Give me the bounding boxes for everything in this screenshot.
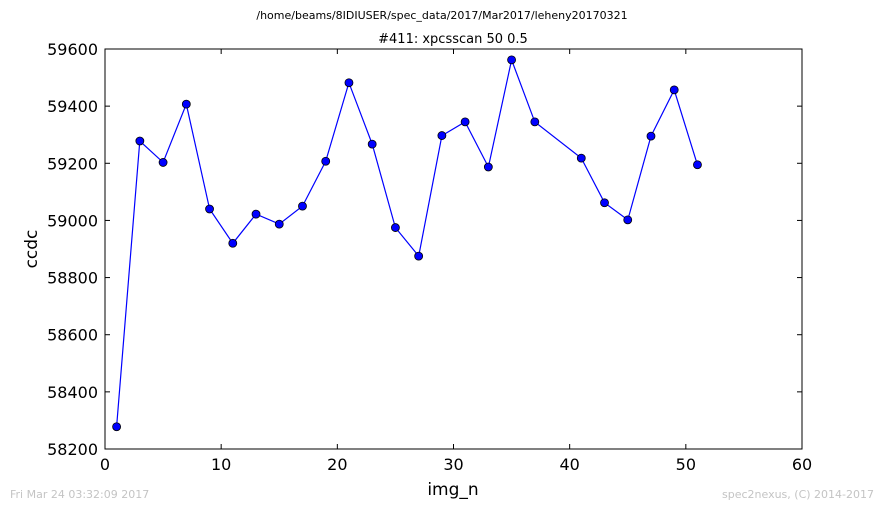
figure-suptitle: /home/beams/8IDIUSER/spec_data/2017/Mar2… — [256, 9, 627, 22]
series-ccdc — [112, 55, 702, 432]
x-tick-label: 30 — [443, 455, 463, 474]
data-point — [669, 85, 679, 95]
plot-title: #411: xpcsscan 50 0.5 — [378, 32, 528, 47]
x-tick-label: 60 — [792, 455, 812, 474]
data-point — [507, 55, 516, 65]
y-tick-label: 58600 — [47, 326, 98, 345]
data-point — [414, 251, 424, 261]
data-point — [483, 162, 493, 172]
data-point — [623, 215, 633, 225]
data-point — [367, 139, 377, 149]
data-point — [530, 117, 540, 127]
y-axis-label: ccdc — [22, 230, 42, 269]
data-point — [274, 219, 284, 229]
data-point — [460, 117, 470, 127]
x-tick-label: 20 — [327, 455, 347, 474]
data-point — [693, 160, 702, 170]
y-tick-label: 59200 — [47, 154, 98, 173]
plot-area — [104, 48, 803, 450]
x-tick-label: 10 — [211, 455, 231, 474]
data-point — [344, 78, 354, 88]
x-tick-label: 50 — [676, 455, 696, 474]
data-point — [298, 201, 307, 211]
x-tick-label: 0 — [100, 455, 110, 474]
y-axis: 58200 58400 58600 58800 59000 59200 59400 59600 — [47, 40, 802, 459]
data-point — [158, 158, 168, 167]
data-point — [251, 209, 261, 219]
data-point — [135, 136, 145, 146]
y-tick-label: 58400 — [47, 383, 98, 402]
footer-timestamp: Fri Mar 24 03:32:09 2017 — [10, 488, 149, 501]
data-point — [181, 99, 191, 109]
y-tick-label: 58800 — [47, 269, 98, 288]
y-tick-label: 59600 — [47, 40, 98, 59]
data-point — [600, 198, 609, 208]
x-tick-label: 40 — [559, 455, 579, 474]
x-axis-label: img_n — [427, 480, 478, 500]
data-point — [112, 422, 122, 432]
data-point — [228, 238, 238, 248]
x-axis: 0 10 20 30 40 50 60 — [100, 49, 812, 474]
footer-credit: spec2nexus, (C) 2014-2017 — [722, 488, 874, 501]
y-tick-label: 59400 — [47, 97, 98, 116]
data-point — [437, 131, 447, 140]
data-point — [391, 223, 400, 232]
y-tick-label: 59000 — [47, 211, 98, 230]
data-point — [576, 153, 586, 163]
y-tick-label: 58200 — [47, 440, 98, 459]
data-point — [321, 156, 331, 166]
data-point — [646, 131, 656, 141]
data-point — [205, 204, 214, 214]
